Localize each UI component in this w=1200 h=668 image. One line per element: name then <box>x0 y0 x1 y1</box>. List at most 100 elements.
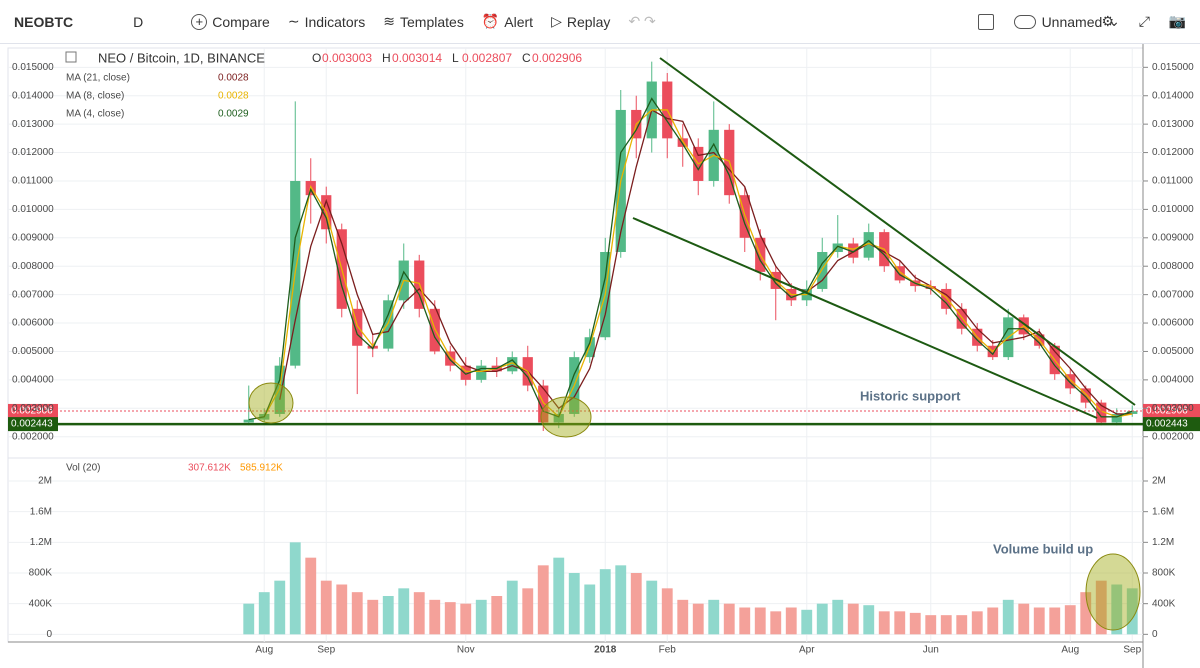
candle-body <box>677 138 688 147</box>
volume-bar <box>1111 584 1123 635</box>
y-tick-label-left: 0.014000 <box>12 90 54 101</box>
ohlc-value: 0.002807 <box>462 51 512 65</box>
templates-button[interactable]: ≋ Templates <box>383 13 464 30</box>
cloud-icon <box>1013 14 1036 29</box>
y-tick-label-left: 800K <box>29 568 53 579</box>
volume-bar <box>971 611 983 635</box>
x-tick-label: Aug <box>1061 645 1079 656</box>
ohlc-value: 0.003003 <box>322 51 372 65</box>
candle-body <box>553 413 564 423</box>
snapshot-icon[interactable]: 📷 <box>1168 13 1186 29</box>
volume-bar <box>398 588 410 635</box>
y-tick-label: 0.012000 <box>1152 147 1194 158</box>
volume-bar <box>429 599 441 635</box>
candle-body <box>243 419 254 423</box>
candle-body <box>274 365 285 414</box>
candle-body <box>383 300 394 349</box>
legend-value: 0.0028 <box>218 91 249 102</box>
volume-bar <box>537 565 549 635</box>
volume-bar <box>661 588 673 635</box>
trend-line <box>659 57 1136 406</box>
volume-bar <box>336 584 348 635</box>
indicators-button[interactable]: ∼ Indicators <box>287 13 366 30</box>
candle-body <box>476 365 487 380</box>
alert-button[interactable]: ⏰ Alert <box>481 13 534 30</box>
volume-bar <box>630 573 642 635</box>
volume-value: 307.612K <box>188 463 231 474</box>
replay-button[interactable]: ▷ Replay <box>551 13 611 30</box>
volume-bar <box>801 609 813 635</box>
y-tick-label: 0.002000 <box>1152 431 1194 442</box>
candle-body <box>507 357 518 372</box>
y-tick-label-left: 0.008000 <box>12 261 54 272</box>
price-label: 0.002443 <box>11 419 53 430</box>
volume-ma-value: 585.912K <box>240 463 283 474</box>
legend-entry: MA (21, close) <box>66 73 130 84</box>
volume-bar <box>475 599 487 635</box>
checkbox[interactable] <box>977 13 994 30</box>
y-tick-label-left: 400K <box>29 598 53 609</box>
volume-bar <box>816 603 828 635</box>
legend-entry: MA (8, close) <box>66 91 124 102</box>
volume-bar <box>1033 607 1045 635</box>
y-tick-label: 0.003000 <box>1152 403 1194 414</box>
price-label-bg <box>8 417 58 432</box>
volume-bar <box>708 599 720 635</box>
volume-bar <box>522 588 534 635</box>
volume-bar <box>646 580 658 635</box>
compare-label: Compare <box>212 13 270 30</box>
volume-bar <box>320 580 332 635</box>
candle-body <box>894 266 905 281</box>
symbol[interactable]: NEOBTC <box>14 13 74 30</box>
y-tick-label: 2M <box>1152 476 1166 487</box>
y-tick-label: 0.007000 <box>1152 289 1194 300</box>
candle-body <box>941 288 952 309</box>
legend-entry: MA (4, close) <box>66 109 124 120</box>
x-tick-label: Jun <box>923 645 939 656</box>
x-tick-label: Feb <box>659 645 677 656</box>
annotation: Historic support <box>860 388 961 403</box>
y-tick-label-left: 0.005000 <box>12 346 54 357</box>
y-tick-label: 0.006000 <box>1152 318 1194 329</box>
candle-body <box>956 308 967 329</box>
candle-body <box>1127 411 1138 414</box>
templates-label: Templates <box>400 13 464 30</box>
volume-bar <box>599 569 611 635</box>
volume-bar <box>367 599 379 635</box>
y-tick-label: 0.015000 <box>1152 62 1194 73</box>
candle-body <box>460 365 471 380</box>
undo-redo[interactable]: ↶ ↷ <box>628 13 656 29</box>
legend-value: 0.0029 <box>218 109 249 120</box>
toolbar-right: Unnamed ⌄ <box>977 13 1120 30</box>
y-tick-label: 0.009000 <box>1152 232 1194 243</box>
volume-bar <box>584 584 596 635</box>
indicators-label: Indicators <box>304 13 366 30</box>
highlight-ellipse <box>1085 553 1141 631</box>
volume-bar <box>568 573 580 635</box>
y-tick-label-left: 1.2M <box>30 537 52 548</box>
candle-body <box>848 243 859 258</box>
marks: 0.002906 0.002906 0.002443 0.002443 <box>8 61 1200 635</box>
price-label: 0.002906 <box>1146 406 1188 417</box>
y-tick-label-left: 0.002000 <box>12 431 54 442</box>
volume-bar <box>925 615 937 635</box>
candle-body <box>429 308 440 352</box>
x-tick-label: 2018 <box>594 645 617 656</box>
x-tick-label: Sep <box>317 645 335 656</box>
y-tick-label-left: 0.004000 <box>12 375 54 386</box>
settings-icon[interactable]: ⚙ <box>1101 13 1114 29</box>
collapse-icon[interactable] <box>65 51 77 63</box>
volume-bar <box>615 565 627 635</box>
volume-bar <box>491 596 503 635</box>
price-label-bg <box>8 403 58 418</box>
y-tick-label-left: 0.015000 <box>12 62 54 73</box>
volume-bar <box>1002 599 1014 635</box>
layout-name[interactable]: Unnamed <box>1041 13 1103 30</box>
compare-button[interactable]: + Compare <box>191 13 270 30</box>
candle-body <box>1096 402 1107 423</box>
y-tick-label: 0.010000 <box>1152 204 1194 215</box>
y-tick-label: 0.014000 <box>1152 90 1194 101</box>
fullscreen-icon[interactable]: ⤢ <box>1138 13 1150 29</box>
interval[interactable]: D <box>133 13 144 30</box>
